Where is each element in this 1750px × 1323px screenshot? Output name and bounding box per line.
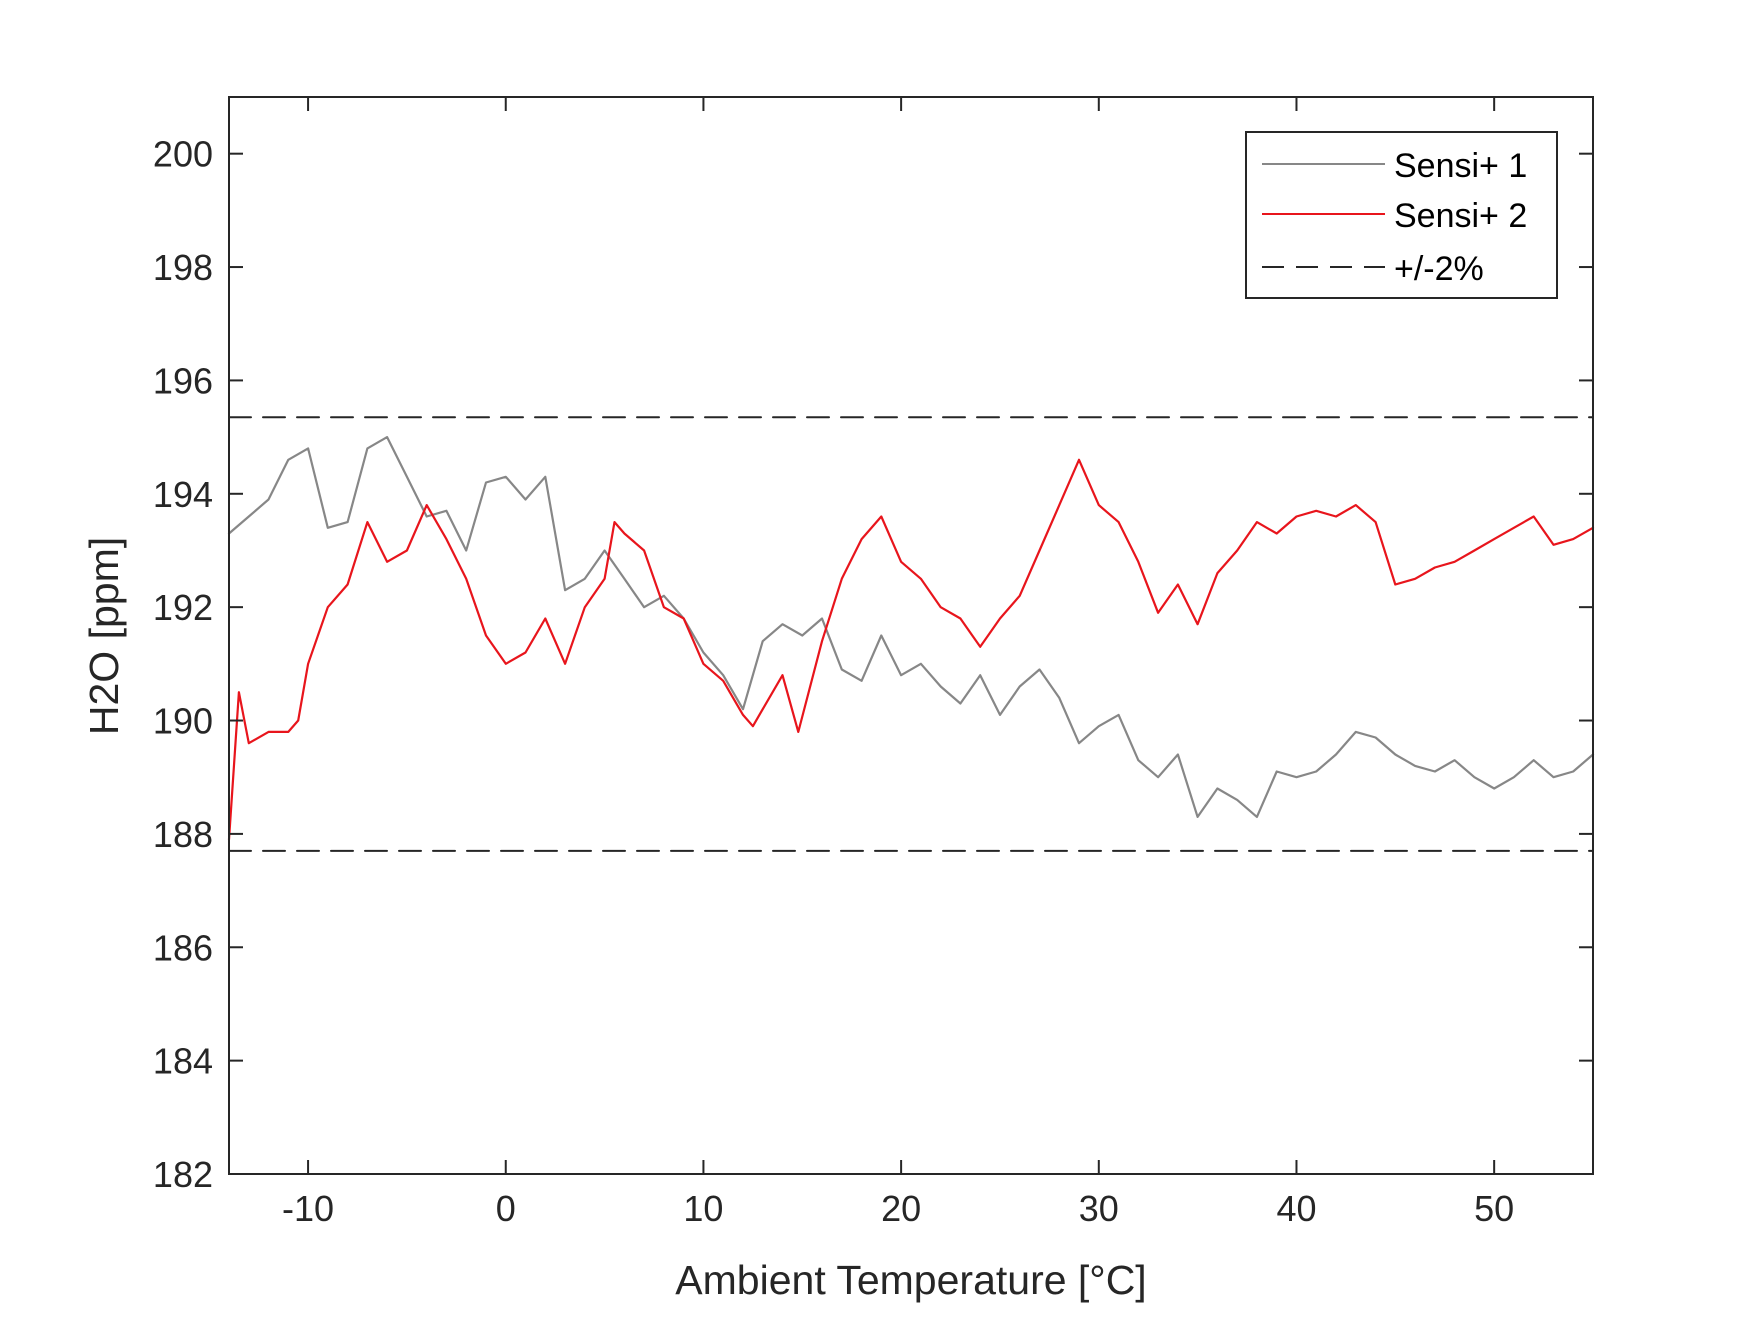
x-tick-label: 50 bbox=[1474, 1188, 1514, 1229]
x-tick-label: 40 bbox=[1276, 1188, 1316, 1229]
x-tick-labels: -10 0 10 20 30 40 50 bbox=[282, 1188, 1514, 1229]
y-tick-label: 190 bbox=[153, 701, 213, 742]
y-tick-label: 182 bbox=[153, 1154, 213, 1195]
y-tick-label: 192 bbox=[153, 587, 213, 628]
y-tick-label: 198 bbox=[153, 247, 213, 288]
x-axis-label: Ambient Temperature [°C] bbox=[675, 1257, 1146, 1303]
y-tick-label: 188 bbox=[153, 814, 213, 855]
y-tick-label: 184 bbox=[153, 1041, 213, 1082]
x-tick-label: 0 bbox=[496, 1188, 516, 1229]
legend-label-sensi-2: Sensi+ 2 bbox=[1394, 197, 1527, 235]
legend-label-tolerance: +/-2% bbox=[1394, 250, 1484, 288]
x-tick-label: -10 bbox=[282, 1188, 334, 1229]
y-tick-labels: 182 184 186 188 190 192 194 196 198 200 bbox=[153, 134, 213, 1195]
plot-frame bbox=[228, 96, 1594, 1175]
series-line-1 bbox=[227, 458, 1595, 841]
y-axis-label: H2O [ppm] bbox=[81, 537, 127, 735]
y-tick-label: 186 bbox=[153, 927, 213, 968]
y-tick-label: 196 bbox=[153, 360, 213, 401]
legend: Sensi+ 1 Sensi+ 2 +/-2% bbox=[1245, 131, 1558, 299]
x-tick-label: 20 bbox=[881, 1188, 921, 1229]
legend-label-sensi-1: Sensi+ 1 bbox=[1394, 147, 1527, 185]
series-group bbox=[227, 416, 1595, 852]
y-tick-label: 194 bbox=[153, 474, 213, 515]
y-tick-label: 200 bbox=[153, 134, 213, 175]
series-line-0 bbox=[227, 436, 1595, 819]
x-tick-label: 10 bbox=[683, 1188, 723, 1229]
x-tick-label: 30 bbox=[1079, 1188, 1119, 1229]
